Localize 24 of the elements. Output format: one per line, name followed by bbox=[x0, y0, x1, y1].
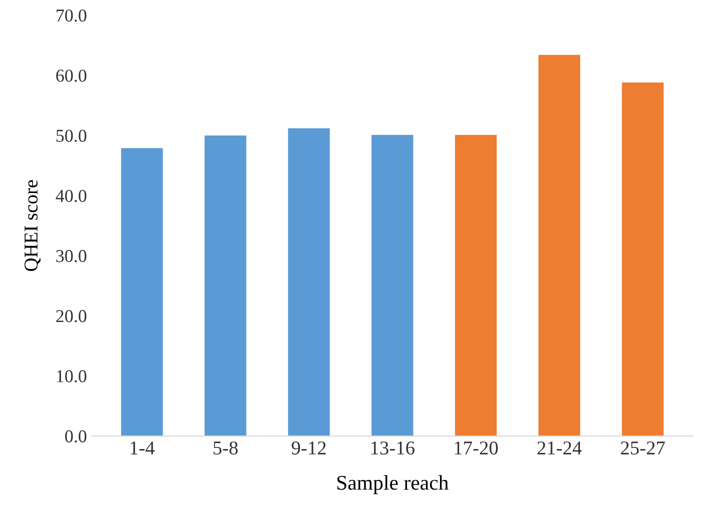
x-tick-label: 21-24 bbox=[537, 442, 582, 454]
x-tick-label: 25-27 bbox=[620, 442, 665, 455]
x-tick-label: 9-12 bbox=[292, 442, 326, 455]
y-tick-label: 0.0 bbox=[65, 430, 86, 443]
bar bbox=[622, 82, 664, 436]
y-tick-label: 70.0 bbox=[56, 9, 86, 22]
bar bbox=[454, 134, 497, 436]
x-tick-label: 5-8 bbox=[214, 441, 238, 455]
bar bbox=[121, 148, 163, 436]
x-axis-title: Sample reach bbox=[337, 475, 449, 494]
bar bbox=[372, 134, 414, 436]
y-tick-label: 40.0 bbox=[56, 190, 86, 202]
bar bbox=[204, 135, 246, 436]
y-tick-label: 10.0 bbox=[57, 370, 86, 382]
bar bbox=[288, 128, 330, 436]
y-tick-label: 20.0 bbox=[56, 310, 86, 322]
x-tick-label: 17-20 bbox=[454, 441, 498, 455]
y-tick-label: 60.0 bbox=[56, 70, 86, 82]
x-tick-label: 1-4 bbox=[130, 442, 155, 454]
y-axis-title: QHEI score bbox=[24, 180, 41, 271]
y-tick-label: 50.0 bbox=[56, 130, 86, 142]
bar bbox=[538, 54, 580, 436]
y-tick-label: 30.0 bbox=[56, 250, 86, 262]
x-tick-label: 13-16 bbox=[371, 442, 414, 455]
